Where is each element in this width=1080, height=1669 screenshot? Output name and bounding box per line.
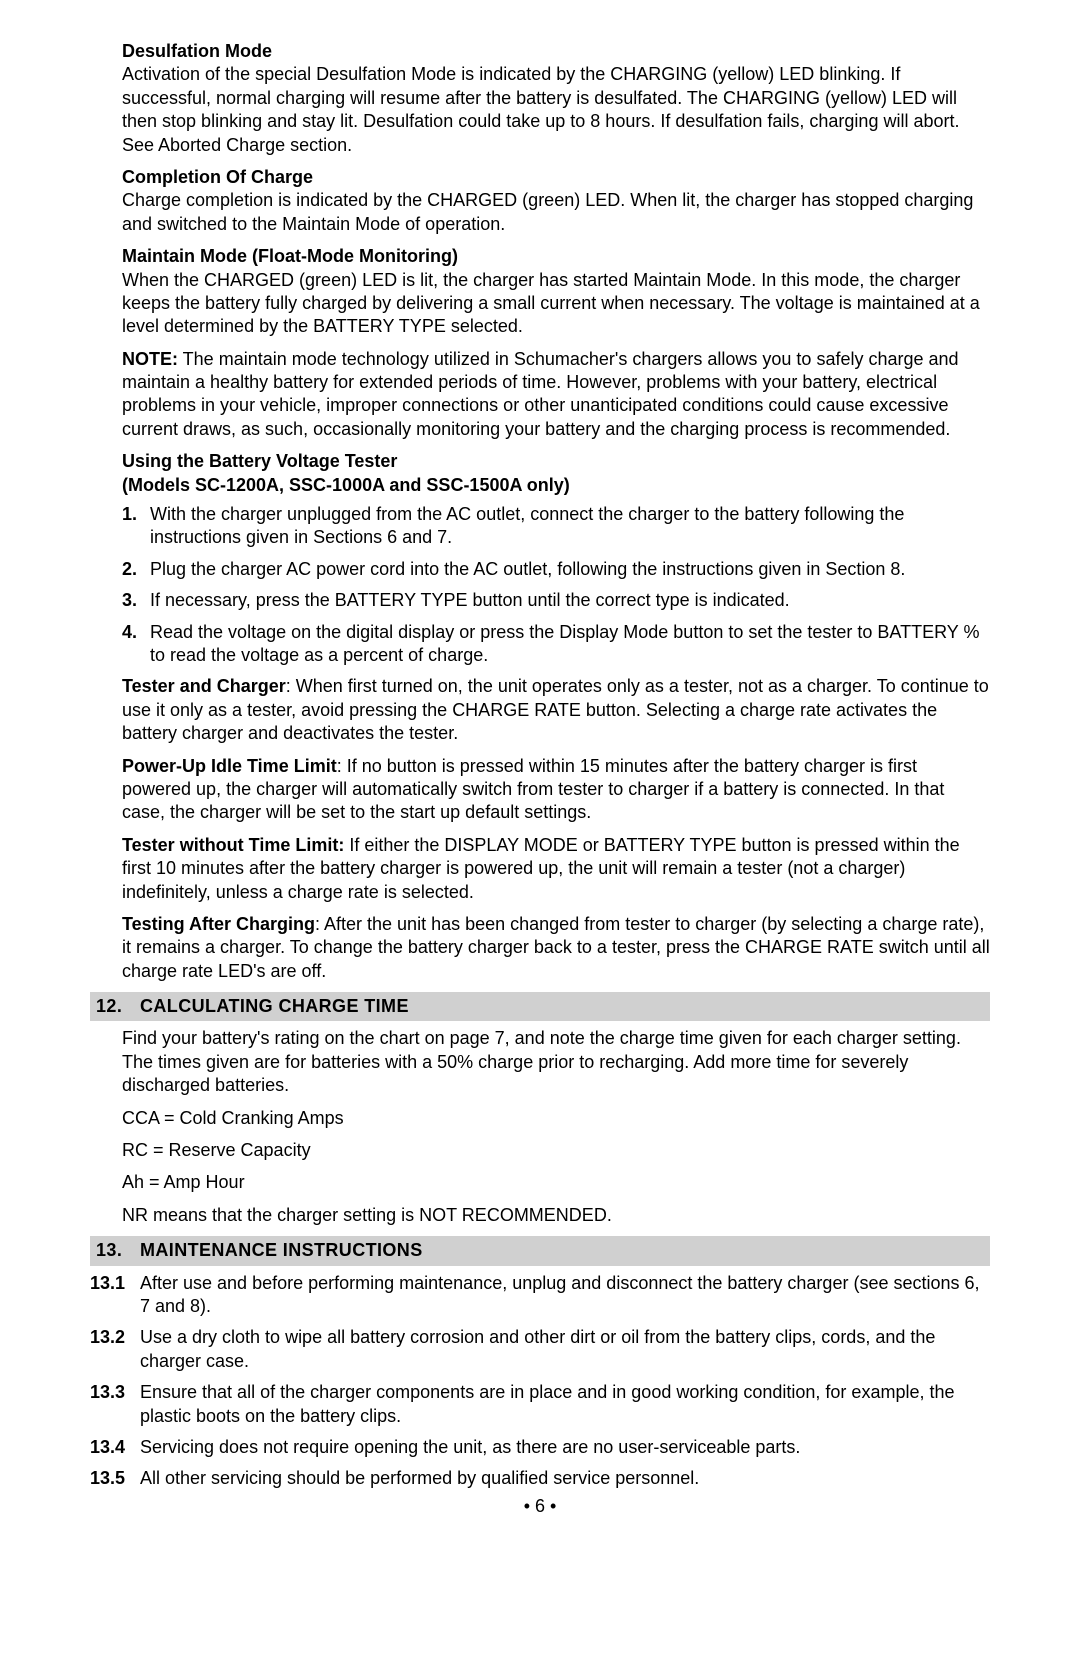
sec12-body: Find your battery's rating on the chart … bbox=[122, 1027, 990, 1097]
maint-num-135: 13.5 bbox=[90, 1467, 140, 1490]
para-tester-notime: Tester without Time Limit: If either the… bbox=[122, 834, 990, 904]
heading-bvt: Using the Battery Voltage Tester (Models… bbox=[122, 450, 990, 497]
maint-13-4: 13.4 Servicing does not require opening … bbox=[90, 1436, 990, 1459]
def-nr: NR means that the charger setting is NOT… bbox=[122, 1204, 990, 1227]
list-text-3: If necessary, press the BATTERY TYPE but… bbox=[150, 589, 990, 612]
section-num-13: 13. bbox=[96, 1239, 140, 1262]
maint-num-131: 13.1 bbox=[90, 1272, 140, 1319]
section-header-12: 12. CALCULATING CHARGE TIME bbox=[90, 992, 990, 1021]
section-header-13: 13. MAINTENANCE INSTRUCTIONS bbox=[90, 1236, 990, 1265]
para-powerup: Power-Up Idle Time Limit: If no button i… bbox=[122, 755, 990, 825]
body-maintain: When the CHARGED (green) LED is lit, the… bbox=[122, 270, 980, 337]
list-text-2: Plug the charger AC power cord into the … bbox=[150, 558, 990, 581]
def-rc: RC = Reserve Capacity bbox=[122, 1139, 990, 1162]
maint-num-134: 13.4 bbox=[90, 1436, 140, 1459]
maint-num-132: 13.2 bbox=[90, 1326, 140, 1373]
section-title-13: MAINTENANCE INSTRUCTIONS bbox=[140, 1239, 423, 1262]
label-testing-after: Testing After Charging bbox=[122, 914, 315, 934]
list-item-3: 3. If necessary, press the BATTERY TYPE … bbox=[122, 589, 990, 612]
list-num-1: 1. bbox=[122, 503, 150, 550]
section-maintain: Maintain Mode (Float-Mode Monitoring) Wh… bbox=[122, 245, 990, 339]
heading-desulfation: Desulfation Mode bbox=[122, 41, 272, 61]
maint-num-133: 13.3 bbox=[90, 1381, 140, 1428]
note-label: NOTE: bbox=[122, 349, 178, 369]
label-tester-charger: Tester and Charger bbox=[122, 676, 286, 696]
maint-body-133: Ensure that all of the charger component… bbox=[140, 1381, 990, 1428]
maint-body-131: After use and before performing maintena… bbox=[140, 1272, 990, 1319]
def-cca: CCA = Cold Cranking Amps bbox=[122, 1107, 990, 1130]
maint-body-135: All other servicing should be performed … bbox=[140, 1467, 990, 1490]
maint-13-2: 13.2 Use a dry cloth to wipe all battery… bbox=[90, 1326, 990, 1373]
maint-13-1: 13.1 After use and before performing mai… bbox=[90, 1272, 990, 1319]
bvt-line1: Using the Battery Voltage Tester bbox=[122, 451, 397, 471]
list-item-4: 4. Read the voltage on the digital displ… bbox=[122, 621, 990, 668]
list-num-4: 4. bbox=[122, 621, 150, 668]
maint-13-5: 13.5 All other servicing should be perfo… bbox=[90, 1467, 990, 1490]
list-item-2: 2. Plug the charger AC power cord into t… bbox=[122, 558, 990, 581]
bvt-line2: (Models SC-1200A, SSC-1000A and SSC-1500… bbox=[122, 475, 570, 495]
label-tester-notime: Tester without Time Limit: bbox=[122, 835, 344, 855]
page-number: • 6 • bbox=[90, 1495, 990, 1518]
list-text-4: Read the voltage on the digital display … bbox=[150, 621, 990, 668]
section-num-12: 12. bbox=[96, 995, 140, 1018]
section-completion: Completion Of Charge Charge completion i… bbox=[122, 166, 990, 236]
label-powerup: Power-Up Idle Time Limit bbox=[122, 756, 337, 776]
section-desulfation: Desulfation Mode Activation of the speci… bbox=[122, 40, 990, 157]
heading-completion: Completion Of Charge bbox=[122, 167, 313, 187]
section-title-12: CALCULATING CHARGE TIME bbox=[140, 995, 409, 1018]
body-completion: Charge completion is indicated by the CH… bbox=[122, 190, 973, 233]
list-text-1: With the charger unplugged from the AC o… bbox=[150, 503, 990, 550]
maint-body-134: Servicing does not require opening the u… bbox=[140, 1436, 990, 1459]
list-num-2: 2. bbox=[122, 558, 150, 581]
maint-body-132: Use a dry cloth to wipe all battery corr… bbox=[140, 1326, 990, 1373]
note-maintain: NOTE: The maintain mode technology utili… bbox=[122, 348, 990, 442]
maint-13-3: 13.3 Ensure that all of the charger comp… bbox=[90, 1381, 990, 1428]
para-tester-charger: Tester and Charger: When first turned on… bbox=[122, 675, 990, 745]
body-desulfation: Activation of the special Desulfation Mo… bbox=[122, 64, 959, 154]
note-body: The maintain mode technology utilized in… bbox=[122, 349, 959, 439]
def-ah: Ah = Amp Hour bbox=[122, 1171, 990, 1194]
heading-maintain: Maintain Mode (Float-Mode Monitoring) bbox=[122, 246, 458, 266]
list-num-3: 3. bbox=[122, 589, 150, 612]
para-testing-after: Testing After Charging: After the unit h… bbox=[122, 913, 990, 983]
list-item-1: 1. With the charger unplugged from the A… bbox=[122, 503, 990, 550]
